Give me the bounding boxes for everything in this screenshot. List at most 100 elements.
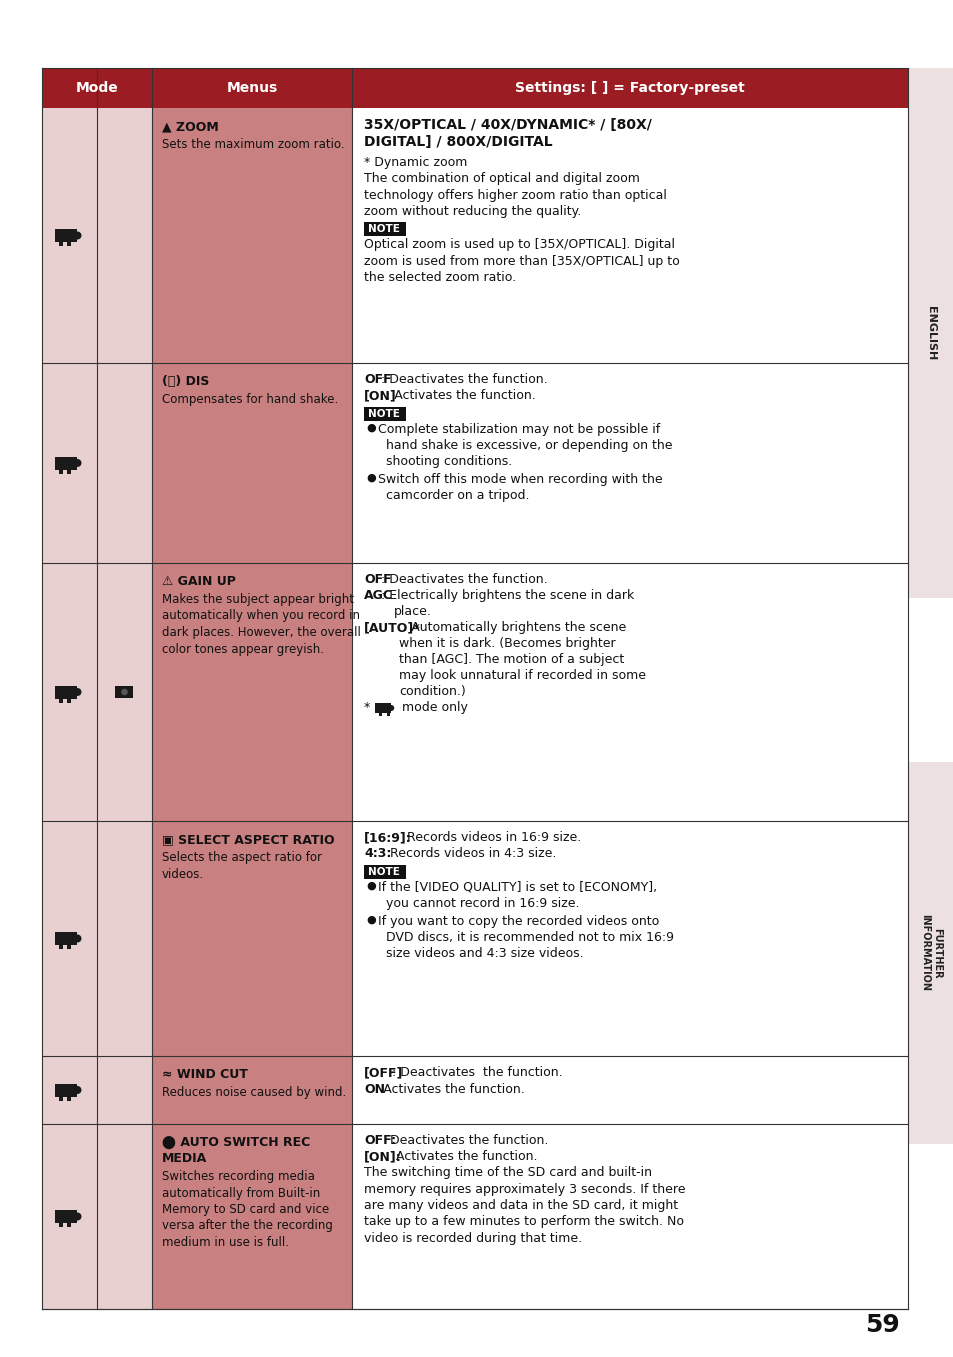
Text: Switch off this mode when recording with the
  camcorder on a tripod.: Switch off this mode when recording with… xyxy=(377,474,662,502)
Text: : Deactivates the function.: : Deactivates the function. xyxy=(380,573,547,586)
Bar xyxy=(42,364,97,563)
Text: OFF:: OFF: xyxy=(364,1134,395,1147)
Text: [ON]:: [ON]: xyxy=(364,1149,401,1163)
Text: (🔇) DIS: (🔇) DIS xyxy=(162,375,209,388)
Circle shape xyxy=(73,688,81,696)
Text: ▣ SELECT ASPECT RATIO: ▣ SELECT ASPECT RATIO xyxy=(162,833,335,845)
Bar xyxy=(152,1056,352,1124)
Bar xyxy=(97,821,152,1056)
Bar xyxy=(364,864,406,879)
Text: Selects the aspect ratio for
videos.: Selects the aspect ratio for videos. xyxy=(162,851,322,881)
Text: [ON]: [ON] xyxy=(364,389,396,402)
Bar xyxy=(68,470,71,474)
Bar xyxy=(352,821,907,1056)
Bar xyxy=(352,1056,907,1124)
Text: ●: ● xyxy=(366,423,375,433)
Text: : Activates the function.: : Activates the function. xyxy=(386,389,536,402)
Text: may look unnatural if recorded in some: may look unnatural if recorded in some xyxy=(398,669,645,683)
Bar xyxy=(352,364,907,563)
Text: Optical zoom is used up to [35X/OPTICAL]. Digital
zoom is used from more than [3: Optical zoom is used up to [35X/OPTICAL]… xyxy=(364,237,679,284)
Text: If the [VIDEO QUALITY] is set to [ECONOMY],
  you cannot record in 16:9 size.: If the [VIDEO QUALITY] is set to [ECONOM… xyxy=(377,881,657,911)
Text: FURTHER
INFORMATION: FURTHER INFORMATION xyxy=(919,915,942,992)
Bar xyxy=(68,699,71,703)
Bar xyxy=(42,821,97,1056)
Text: NOTE: NOTE xyxy=(368,867,399,877)
Bar xyxy=(352,563,907,821)
Text: Compensates for hand shake.: Compensates for hand shake. xyxy=(162,394,338,406)
Text: NOTE: NOTE xyxy=(368,408,399,419)
Circle shape xyxy=(73,459,81,467)
Text: Menus: Menus xyxy=(226,81,277,95)
Text: * Dynamic zoom: * Dynamic zoom xyxy=(364,156,467,170)
Bar xyxy=(59,1096,64,1101)
Bar xyxy=(42,563,97,821)
Bar xyxy=(42,1124,97,1310)
Bar xyxy=(152,1124,352,1310)
Text: OFF: OFF xyxy=(364,373,392,385)
Bar xyxy=(55,1083,77,1096)
Text: Records videos in 4:3 size.: Records videos in 4:3 size. xyxy=(386,847,557,860)
Bar xyxy=(364,223,406,236)
Text: Mode: Mode xyxy=(75,81,118,95)
Text: ⚠ GAIN UP: ⚠ GAIN UP xyxy=(162,575,235,588)
Bar xyxy=(907,68,953,598)
Text: mode only: mode only xyxy=(401,702,467,714)
Bar xyxy=(152,563,352,821)
Bar xyxy=(375,703,391,712)
Bar xyxy=(97,109,152,364)
Text: 4:3:: 4:3: xyxy=(364,847,391,860)
Text: : Activates the function.: : Activates the function. xyxy=(375,1083,524,1096)
Text: place.: place. xyxy=(394,605,432,617)
Bar xyxy=(42,1056,97,1124)
Circle shape xyxy=(73,935,81,943)
Text: Complete stabilization may not be possible if
  hand shake is excessive, or depe: Complete stabilization may not be possib… xyxy=(377,423,672,468)
Text: ≈ WIND CUT: ≈ WIND CUT xyxy=(162,1068,248,1082)
Bar xyxy=(907,763,953,1144)
Text: : Automatically brightens the scene: : Automatically brightens the scene xyxy=(402,622,626,634)
Circle shape xyxy=(73,1213,81,1220)
Text: than [AGC]. The motion of a subject: than [AGC]. The motion of a subject xyxy=(398,653,623,666)
Text: OFF: OFF xyxy=(364,573,392,586)
Bar xyxy=(55,229,77,242)
Text: ●: ● xyxy=(366,881,375,892)
Bar xyxy=(152,364,352,563)
Bar xyxy=(152,821,352,1056)
Text: Reduces noise caused by wind.: Reduces noise caused by wind. xyxy=(162,1086,346,1099)
Bar xyxy=(115,687,133,697)
Bar xyxy=(59,699,64,703)
Bar xyxy=(364,407,406,421)
Bar xyxy=(386,712,390,716)
Bar xyxy=(55,932,77,944)
Text: [AUTO]*: [AUTO]* xyxy=(364,622,420,634)
Text: ⬤ AUTO SWITCH REC
MEDIA: ⬤ AUTO SWITCH REC MEDIA xyxy=(162,1136,310,1166)
Bar xyxy=(97,1056,152,1124)
Bar xyxy=(378,712,381,716)
Text: Activates the function.: Activates the function. xyxy=(392,1149,537,1163)
Bar xyxy=(55,1210,77,1223)
Text: : Deactivates the function.: : Deactivates the function. xyxy=(380,373,547,385)
Bar xyxy=(68,1096,71,1101)
Text: Settings: [ ] = Factory-preset: Settings: [ ] = Factory-preset xyxy=(515,81,744,95)
Text: [OFF]: [OFF] xyxy=(364,1067,403,1079)
Text: Sets the maximum zoom ratio.: Sets the maximum zoom ratio. xyxy=(162,138,344,151)
Circle shape xyxy=(388,706,394,711)
Text: 35X/OPTICAL / 40X/DYNAMIC* / [80X/
DIGITAL] / 800X/DIGITAL: 35X/OPTICAL / 40X/DYNAMIC* / [80X/ DIGIT… xyxy=(364,118,651,149)
Circle shape xyxy=(73,232,81,239)
Bar xyxy=(352,109,907,364)
Bar xyxy=(152,109,352,364)
Circle shape xyxy=(120,688,129,696)
Text: ●: ● xyxy=(366,474,375,483)
Text: The switching time of the SD card and built-in
memory requires approximately 3 s: The switching time of the SD card and bu… xyxy=(364,1166,685,1244)
Text: [16:9]:: [16:9]: xyxy=(364,830,412,844)
Text: : Electrically brightens the scene in dark: : Electrically brightens the scene in da… xyxy=(380,589,634,603)
Text: ▲ ZOOM: ▲ ZOOM xyxy=(162,119,218,133)
Bar xyxy=(55,456,77,470)
Text: when it is dark. (Becomes brighter: when it is dark. (Becomes brighter xyxy=(398,636,615,650)
Text: Makes the subject appear bright
automatically when you record in
dark places. Ho: Makes the subject appear bright automati… xyxy=(162,593,360,655)
Bar xyxy=(59,944,64,949)
Text: *: * xyxy=(364,702,370,714)
Bar xyxy=(97,1124,152,1310)
Bar xyxy=(59,1223,64,1227)
Text: condition.): condition.) xyxy=(398,685,465,697)
Text: NOTE: NOTE xyxy=(368,224,399,233)
